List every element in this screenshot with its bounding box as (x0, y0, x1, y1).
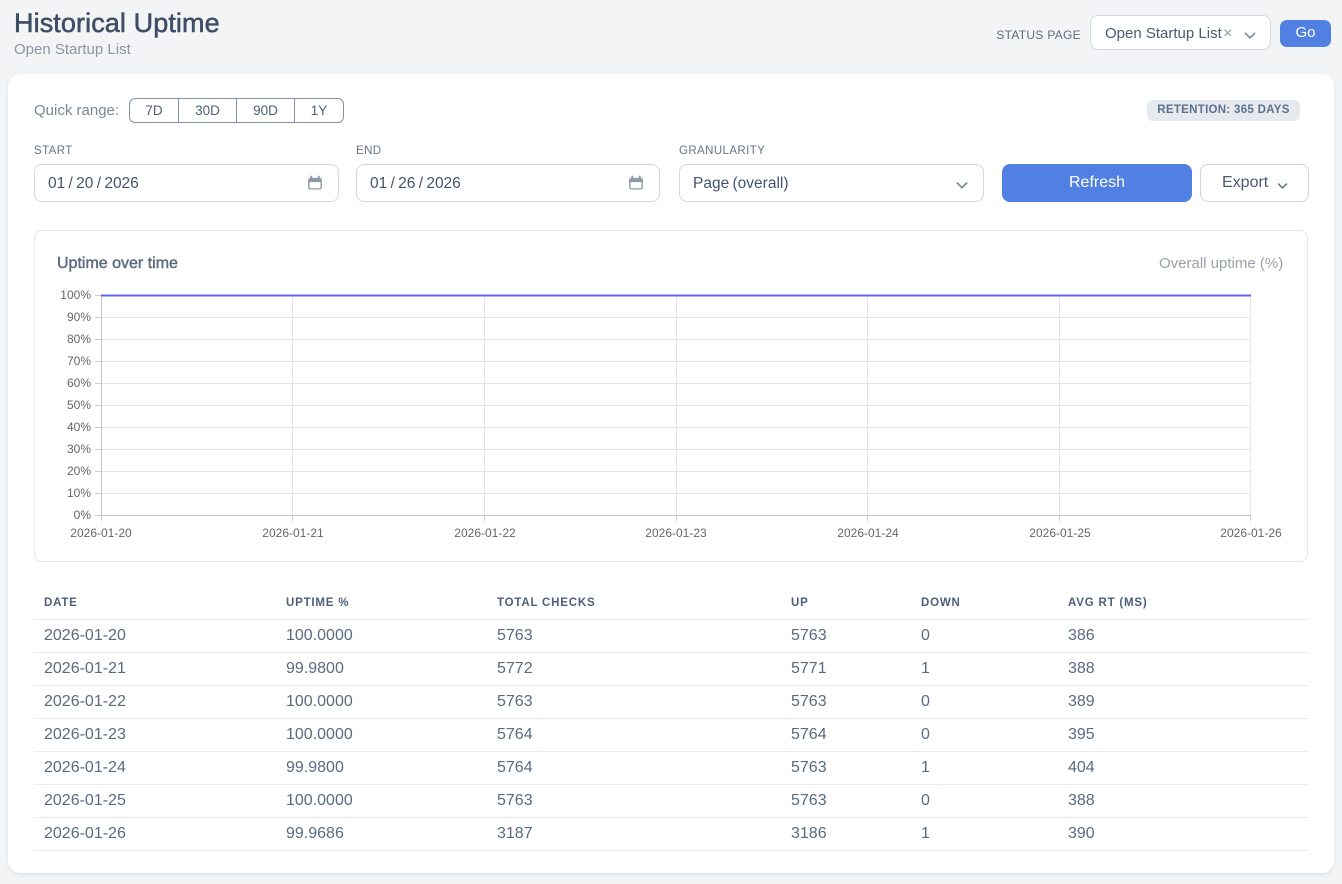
svg-text:40%: 40% (67, 420, 91, 434)
svg-text:2026-01-26: 2026-01-26 (1220, 526, 1282, 540)
svg-text:2026-01-23: 2026-01-23 (645, 526, 707, 540)
svg-text:70%: 70% (67, 354, 91, 368)
svg-text:10%: 10% (67, 486, 91, 500)
svg-text:2026-01-20: 2026-01-20 (70, 526, 132, 540)
svg-text:50%: 50% (67, 398, 91, 412)
svg-text:2026-01-25: 2026-01-25 (1029, 526, 1091, 540)
svg-text:20%: 20% (67, 464, 91, 478)
svg-text:80%: 80% (67, 332, 91, 346)
svg-text:2026-01-21: 2026-01-21 (262, 526, 324, 540)
svg-text:100%: 100% (60, 288, 91, 302)
svg-text:0%: 0% (74, 508, 92, 522)
svg-text:30%: 30% (67, 442, 91, 456)
svg-text:2026-01-24: 2026-01-24 (837, 526, 899, 540)
svg-text:2026-01-22: 2026-01-22 (454, 526, 516, 540)
svg-text:60%: 60% (67, 376, 91, 390)
svg-text:90%: 90% (67, 310, 91, 324)
